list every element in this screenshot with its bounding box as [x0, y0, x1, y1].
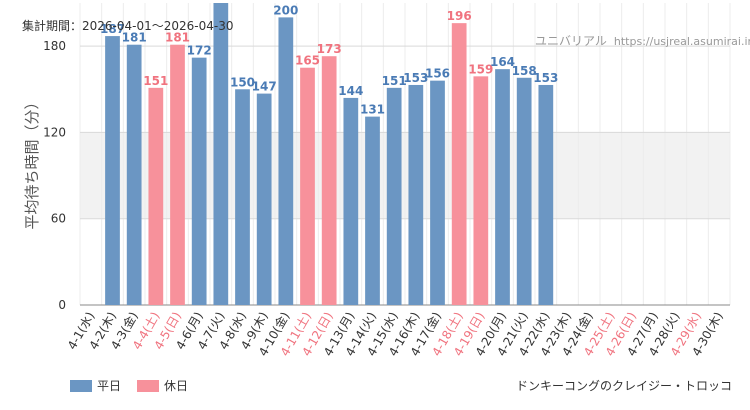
bar: [321, 56, 337, 306]
bar: [235, 89, 250, 306]
data-label: 181: [165, 31, 190, 45]
data-label: 181: [122, 31, 147, 45]
data-label: 200: [273, 3, 298, 17]
bar: [365, 116, 380, 305]
data-label: 159: [468, 62, 493, 76]
bar: [386, 87, 402, 305]
bar: [213, 3, 229, 305]
data-label: 172: [187, 44, 212, 58]
bar: [408, 84, 424, 305]
period-value: 2026-04-01～2026-04-30: [82, 19, 234, 33]
holiday-swatch: [137, 379, 160, 392]
bar: [256, 93, 272, 305]
data-label: 164: [490, 55, 515, 69]
bar: [451, 23, 467, 306]
bar: [538, 84, 554, 305]
data-label: 131: [360, 103, 385, 117]
data-label: 165: [295, 54, 320, 68]
legend: 平日 休日: [70, 377, 204, 394]
data-label: 144: [338, 84, 363, 98]
bar: [495, 69, 510, 306]
data-label: 196: [447, 9, 472, 23]
weekday-label: 平日: [97, 379, 122, 393]
y-axis-label: 平均待ち時間（分）: [23, 94, 41, 229]
data-label: 151: [143, 74, 168, 88]
data-label: 151: [382, 74, 407, 88]
bar: [516, 77, 532, 306]
y-tick-label: 0: [58, 298, 66, 312]
bar: [126, 44, 142, 305]
data-label: 158: [512, 64, 537, 78]
legend-holiday[interactable]: 休日: [137, 377, 188, 394]
data-label: 150: [230, 75, 255, 89]
bar: [343, 97, 359, 306]
bar: [191, 57, 207, 306]
bar: [170, 44, 185, 305]
data-label: 187: [100, 22, 125, 36]
bar: [148, 87, 164, 305]
site-name: ユニバリアル: [535, 34, 607, 48]
y-tick-label: 60: [51, 212, 66, 226]
data-label: 153: [533, 71, 558, 85]
site-credit: ユニバリアル https://usjreal.asumirai.info: [535, 32, 750, 49]
data-label: 147: [252, 80, 277, 94]
weekday-swatch: [70, 379, 92, 392]
bar: [300, 67, 315, 305]
attraction-name: ドンキーコングのクレイジー・トロッコ: [515, 379, 732, 393]
y-tick-label: 180: [43, 39, 66, 53]
holiday-label: 休日: [164, 379, 189, 393]
bar: [473, 76, 489, 305]
period-header: 集計期間：2026-04-01～2026-04-30: [22, 17, 234, 34]
bar: [430, 80, 445, 306]
bar: [105, 36, 120, 305]
y-tick-label: 120: [43, 125, 66, 139]
period-label: 集計期間：: [22, 19, 83, 33]
site-url: https://usjreal.asumirai.info: [613, 35, 750, 48]
data-label: 173: [317, 42, 342, 56]
legend-weekday[interactable]: 平日: [70, 377, 121, 394]
data-label: 153: [403, 71, 428, 85]
data-label: 156: [425, 67, 450, 81]
bar: [278, 17, 294, 306]
